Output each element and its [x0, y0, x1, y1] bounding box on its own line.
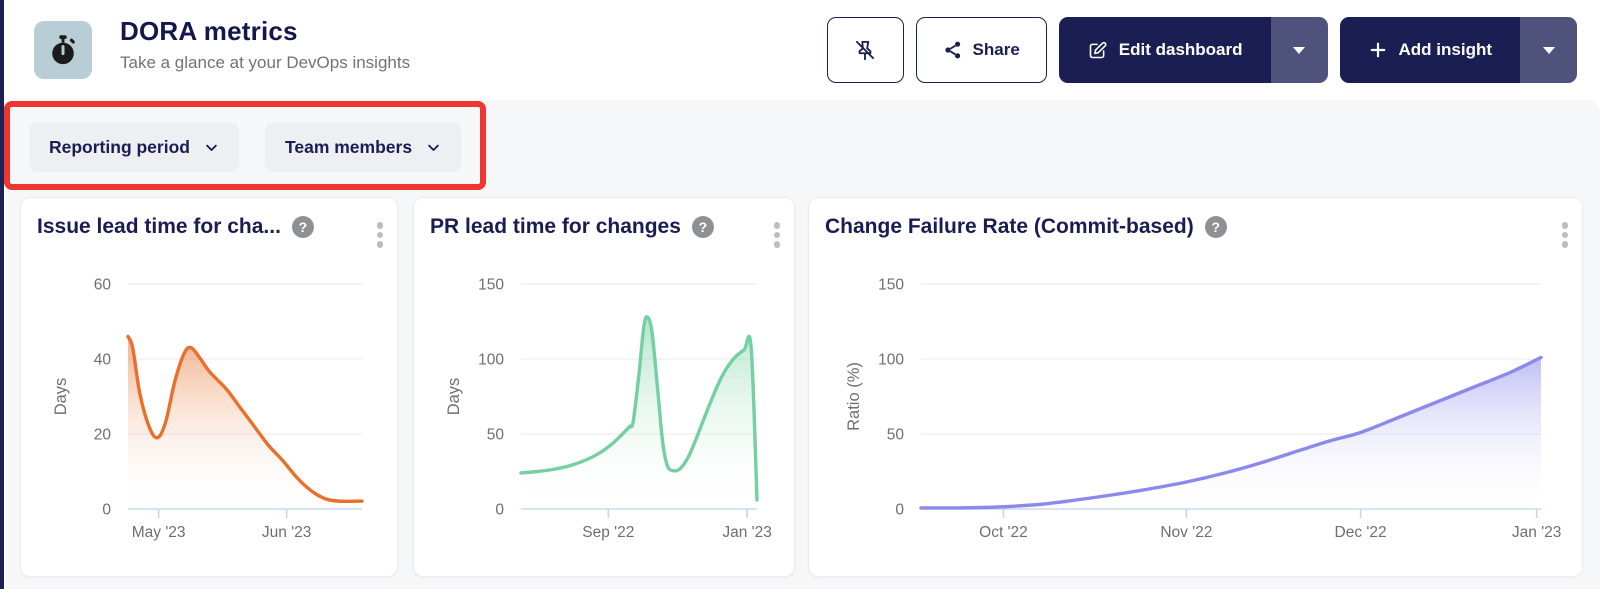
chart-title: Issue lead time for cha... — [37, 215, 281, 238]
kebab-menu-icon[interactable] — [770, 218, 785, 252]
series-line — [919, 355, 1543, 510]
chart-card-pr-lead-time: PR lead time for changes ? 0 50 100 150 Days… — [413, 197, 795, 577]
x-tick-label: May '23 — [132, 524, 186, 541]
kebab-menu-icon[interactable] — [1558, 218, 1573, 252]
chevron-down-icon — [1293, 46, 1306, 54]
help-icon[interactable]: ? — [691, 216, 714, 238]
stopwatch-icon — [52, 35, 75, 65]
dashboard-icon-tile — [34, 21, 92, 79]
x-tick-label: Nov '22 — [1160, 524, 1212, 541]
page-title: DORA metrics — [120, 16, 298, 46]
plus-icon — [1370, 42, 1385, 58]
chart-card-issue-lead-time: Issue lead time for cha... ? 0 20 40 60 Days… — [20, 197, 398, 577]
add-insight-label: Add insight — [1398, 40, 1492, 59]
header-actions: Share Edit dashboard Add insight — [826, 17, 1577, 83]
chevron-down-icon — [206, 144, 217, 151]
add-insight-split-button: Add insight — [1339, 17, 1577, 83]
chart-title: PR lead time for changes — [430, 215, 681, 238]
reporting-period-filter[interactable]: Reporting period — [29, 122, 239, 172]
y-tick-label: 0 — [495, 502, 504, 519]
chevron-down-icon — [428, 144, 439, 151]
series-line — [126, 334, 364, 504]
help-icon[interactable]: ? — [1204, 216, 1227, 238]
share-nodes-icon — [944, 41, 960, 59]
series-line — [519, 315, 759, 502]
help-icon[interactable]: ? — [291, 216, 314, 238]
y-tick-label: 150 — [478, 277, 504, 294]
team-members-filter[interactable]: Team members — [264, 122, 462, 172]
sidebar-edge — [0, 0, 4, 589]
y-tick-label: 40 — [94, 352, 112, 369]
y-tick-label: 0 — [102, 502, 111, 519]
page-header: DORA metrics Take a glance at your DevOp… — [4, 0, 1600, 100]
filter-bar: Reporting period Team members — [29, 122, 462, 172]
area-chart-issue-lead-time[interactable]: 0 20 40 60 Days May '23 Jun '23 — [21, 248, 397, 578]
y-tick-label: 100 — [878, 352, 904, 369]
area-fill — [128, 336, 362, 509]
area-chart-change-failure-rate[interactable]: 0 50 100 150 Ratio (%) Oct '22 Nov '22 Dec '22 J… — [809, 248, 1582, 578]
y-tick-label: 150 — [878, 277, 904, 294]
edit-dashboard-split-button: Edit dashboard — [1058, 17, 1328, 83]
pin-off-icon — [855, 40, 875, 61]
x-tick-label: Sep '22 — [582, 524, 634, 541]
chart-card-change-failure-rate: Change Failure Rate (Commit-based) ? 0 50… — [808, 197, 1583, 577]
page-subtitle: Take a glance at your DevOps insights — [120, 53, 411, 72]
edit-dashboard-button[interactable]: Edit dashboard — [1058, 17, 1271, 83]
x-tick-label: Oct '22 — [979, 524, 1028, 541]
y-tick-label: 50 — [487, 427, 505, 444]
y-tick-label: 50 — [887, 427, 905, 444]
chart-svg: 0 50 100 150 Days Sep '22 Jan '23 — [445, 277, 772, 542]
chart-svg: 0 50 100 150 Ratio (%) Oct '22 Nov '22 Dec '22 J… — [845, 277, 1562, 542]
x-tick-label: Jan '23 — [1512, 524, 1562, 541]
chevron-down-icon — [1542, 46, 1555, 54]
y-axis-title: Days — [52, 378, 70, 416]
area-fill — [521, 316, 757, 509]
chart-title: Change Failure Rate (Commit-based) — [825, 215, 1194, 238]
x-tick-label: Jun '23 — [262, 524, 312, 541]
area-chart-pr-lead-time[interactable]: 0 50 100 150 Days Sep '22 Jan '23 — [414, 248, 794, 578]
chart-svg: 0 20 40 60 Days May '23 Jun '23 — [52, 277, 364, 541]
y-axis-title: Ratio (%) — [845, 362, 863, 431]
kebab-menu-icon[interactable] — [373, 218, 388, 252]
add-insight-button[interactable]: Add insight — [1339, 17, 1520, 83]
y-tick-label: 100 — [478, 352, 504, 369]
x-tick-label: Dec '22 — [1335, 524, 1387, 541]
y-tick-label: 60 — [94, 277, 112, 294]
unpin-button[interactable] — [826, 17, 904, 83]
edit-dashboard-label: Edit dashboard — [1118, 40, 1243, 59]
add-insight-dropdown-toggle[interactable] — [1520, 17, 1577, 83]
edit-pencil-icon — [1089, 41, 1107, 58]
share-button-label: Share — [972, 40, 1020, 59]
edit-dashboard-dropdown-toggle[interactable] — [1270, 17, 1328, 83]
team-members-label: Team members — [284, 136, 413, 157]
y-axis-title: Days — [445, 378, 463, 416]
reporting-period-label: Reporting period — [49, 136, 190, 157]
y-tick-label: 0 — [895, 502, 904, 519]
y-tick-label: 20 — [94, 427, 112, 444]
x-tick-label: Jan '23 — [722, 524, 772, 541]
share-button[interactable]: Share — [915, 17, 1047, 83]
area-fill — [921, 357, 1541, 509]
